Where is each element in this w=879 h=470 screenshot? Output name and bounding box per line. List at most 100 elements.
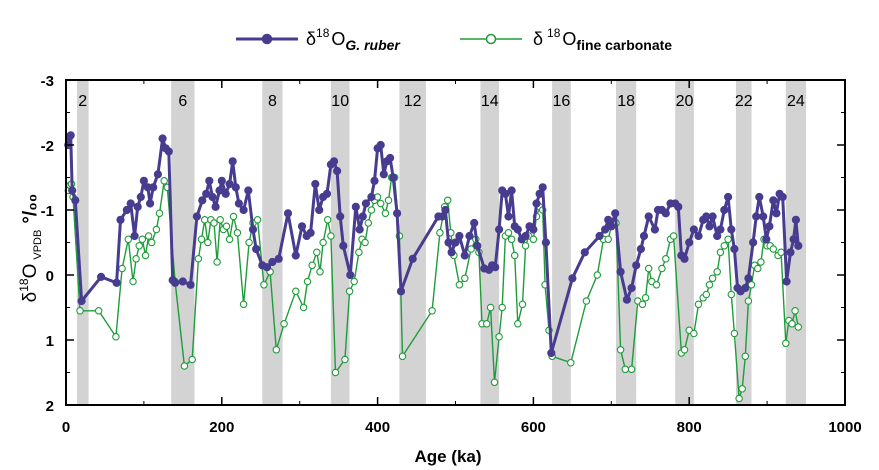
data-point — [122, 205, 131, 215]
data-point — [749, 238, 758, 247]
band-6 — [171, 80, 195, 405]
data-point — [791, 307, 799, 315]
data-point — [381, 209, 390, 218]
data-point — [428, 307, 436, 315]
data-point — [532, 199, 541, 208]
data-point — [713, 268, 721, 276]
legend-ruber-O: O — [331, 29, 345, 49]
band-18 — [615, 80, 637, 405]
data-point — [782, 277, 791, 286]
data-point — [601, 225, 610, 234]
data-point — [283, 209, 293, 218]
data-point — [644, 212, 653, 221]
data-point — [234, 199, 243, 208]
data-point — [319, 238, 327, 247]
data-point — [248, 225, 258, 234]
data-point — [436, 229, 444, 237]
data-point — [455, 231, 464, 241]
data-point — [593, 271, 602, 279]
data-point — [204, 238, 212, 247]
data-point — [139, 176, 148, 185]
data-point — [333, 166, 342, 176]
y-tick-label: 1 — [46, 333, 54, 350]
data-point — [674, 202, 683, 211]
data-point — [708, 274, 717, 283]
data-point — [112, 333, 120, 341]
y-tick-label: -3 — [41, 73, 54, 90]
data-point — [408, 254, 417, 263]
data-point — [716, 248, 725, 257]
data-point — [280, 320, 288, 328]
data-point — [486, 303, 495, 312]
data-point — [738, 385, 746, 393]
data-point — [441, 205, 450, 215]
legend-ruber-sup: 18 — [316, 26, 330, 40]
data-point — [735, 394, 743, 403]
legend-fine-sup: 18 — [547, 26, 561, 40]
data-point — [138, 235, 147, 244]
data-point — [713, 231, 722, 241]
data-point — [495, 333, 503, 341]
data-point — [217, 176, 226, 185]
data-point — [465, 231, 474, 241]
data-point — [482, 320, 491, 328]
data-point — [370, 176, 379, 185]
data-point — [124, 235, 133, 244]
data-point — [358, 212, 367, 221]
data-point — [350, 277, 358, 286]
data-point — [262, 263, 272, 272]
data-point — [786, 248, 795, 257]
data-point — [580, 248, 589, 257]
data-point — [639, 231, 649, 241]
data-point — [447, 248, 456, 257]
data-point — [355, 248, 363, 257]
data-point — [297, 222, 307, 231]
data-point — [160, 177, 168, 185]
data-point — [652, 281, 661, 289]
data-point — [507, 186, 516, 195]
data-point — [627, 283, 636, 293]
data-point — [146, 199, 155, 208]
data-point — [582, 297, 591, 305]
y-title-O: O — [20, 264, 41, 279]
data-point — [327, 232, 335, 240]
data-point — [311, 179, 320, 189]
data-point — [680, 346, 689, 354]
data-point — [376, 140, 385, 150]
data-point — [616, 346, 625, 354]
data-point — [77, 296, 86, 306]
data-point — [308, 261, 316, 270]
data-point — [225, 179, 234, 189]
band-label-14: 14 — [481, 93, 499, 110]
band-2 — [76, 80, 89, 405]
data-point — [705, 281, 714, 289]
series-0 — [64, 131, 803, 358]
data-point — [769, 196, 778, 205]
data-point — [215, 186, 224, 195]
data-point — [724, 192, 733, 202]
data-point — [231, 183, 240, 192]
data-point — [759, 212, 768, 221]
data-point — [351, 202, 360, 211]
data-point — [794, 323, 803, 331]
y-tick-label: -2 — [41, 138, 54, 155]
data-point — [147, 238, 156, 247]
legend-fine-sub: fine carbonate — [576, 37, 672, 53]
data-point — [455, 281, 464, 289]
legend-ruber-sub: G. ruber — [345, 37, 401, 53]
data-point — [386, 153, 395, 163]
data-point — [129, 277, 137, 286]
data-point — [228, 157, 237, 166]
data-point — [180, 362, 189, 370]
data-point — [379, 170, 388, 179]
data-point — [202, 189, 211, 198]
band-16 — [552, 80, 571, 405]
data-point — [171, 278, 180, 287]
data-point — [222, 222, 231, 231]
data-point — [730, 329, 739, 338]
data-point — [769, 245, 778, 253]
y-title-unit: °/₀₀ — [20, 194, 41, 224]
data-point — [752, 212, 761, 221]
data-point — [662, 255, 670, 263]
